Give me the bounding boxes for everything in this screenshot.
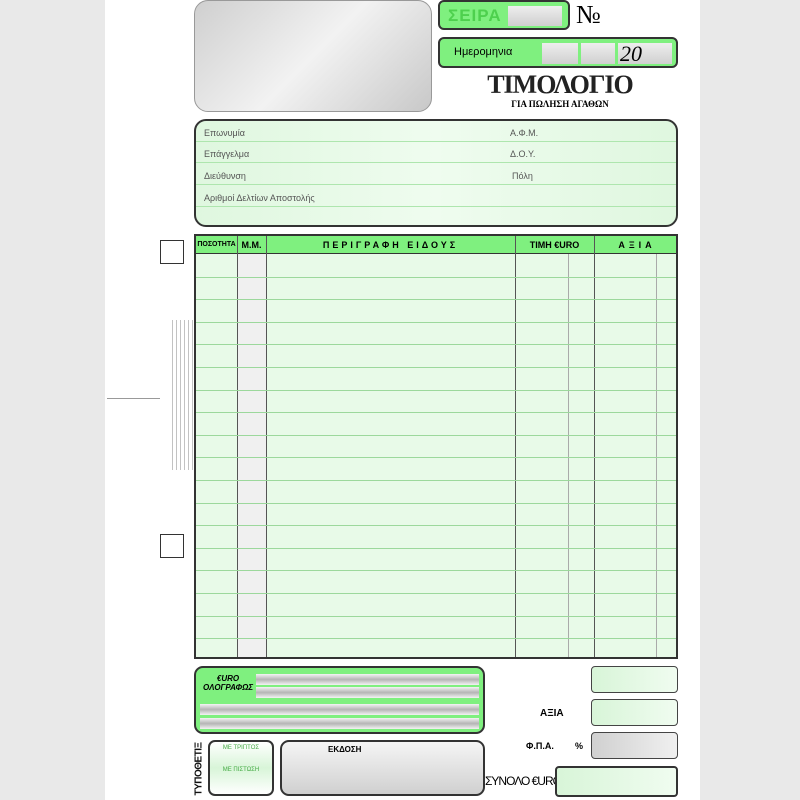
city-label: Πόλη (512, 171, 533, 181)
table-row-line (196, 434, 676, 436)
total-label: ΣΥΝΟΛΟ €URO (485, 774, 562, 788)
vat-label: Α.Φ.Μ. (510, 128, 539, 138)
table-row-line (196, 299, 676, 301)
value-field[interactable] (591, 699, 678, 726)
checkbox-top[interactable] (160, 240, 184, 264)
table-row-line (196, 412, 676, 414)
table-row-line (196, 570, 676, 572)
col-price: ΤΙΜΗ €URO (529, 240, 580, 250)
issue-label: ΕΚΔΟΣΗ (328, 745, 362, 754)
side-print-text (172, 320, 194, 470)
tax-office-label: Δ.Ο.Υ. (510, 149, 536, 159)
payment-cash-label: ΜΕ ΤΡΙΠΤΟΣ (222, 745, 260, 751)
euro-label: €URO (216, 674, 240, 683)
col-description: ΠΕΡΙΓΡΑΦΗ ΕΙΔΟΥΣ (322, 240, 459, 250)
year-prefix: 20 (620, 41, 642, 66)
col-unit: Μ.Μ. (241, 240, 262, 250)
payment-type-box[interactable]: ΜΕ ΤΡΙΠΤΟΣ ΜΕ ΠΙΣΤΩΣΗ (208, 740, 274, 796)
fold-line (107, 398, 160, 399)
table-row-line (196, 344, 676, 346)
col-quantity: ΠΟΣΟΤΗΤΑ (197, 241, 236, 248)
vat-percent-label: % (575, 741, 584, 751)
in-words-label: ΟΛΟΓΡΑΦΩΣ (202, 683, 254, 692)
printer-logo: ΤΥΠΟΘΕΤΙΞ (192, 740, 206, 798)
number-label: № (576, 0, 601, 29)
table-row-line (196, 547, 676, 549)
date-label: Ημερομηνια (454, 46, 513, 58)
table-row-line (196, 525, 676, 527)
table-row-line (196, 502, 676, 504)
delivery-notes-label: Αριθμοί Δελτίων Αποστολής (204, 193, 315, 203)
table-row-line (196, 367, 676, 368)
address-label: Διεύθυνση (204, 171, 246, 181)
table-row-line (196, 638, 676, 640)
issue-box[interactable]: ΕΚΔΟΣΗ (280, 740, 485, 796)
name-label: Επωνυμία (204, 128, 245, 138)
items-table: ΠΟΣΟΤΗΤΑ Μ.Μ. ΠΕΡΙΓΡΑΦΗ ΕΙΔΟΥΣ ΤΙΜΗ €URO… (194, 234, 678, 659)
vat-label-footer: Φ.Π.Α. (526, 741, 554, 751)
subtotal-field[interactable] (591, 666, 678, 693)
payment-credit-label: ΜΕ ΠΙΣΤΩΣΗ (222, 767, 260, 773)
table-row-line (196, 615, 676, 617)
table-row-line (196, 457, 676, 459)
amount-in-words-field[interactable]: €URO ΟΛΟΓΡΑΦΩΣ (194, 666, 485, 734)
page-title: ΤΙΜΟΛΟΓΙΟ (487, 70, 634, 99)
table-header: ΠΟΣΟΤΗΤΑ Μ.Μ. ΠΕΡΙΓΡΑΦΗ ΕΙΔΟΥΣ ΤΙΜΗ €URO… (196, 236, 676, 254)
printer-name: ΤΥΠΟΘΕΤΙΞ (193, 742, 205, 796)
series-label: ΣΕΙΡΑ (448, 6, 502, 25)
table-row-line (196, 593, 676, 594)
table-row-line (196, 321, 676, 323)
table-row-line (196, 480, 676, 481)
value-label: ΑΞΙΑ (540, 708, 564, 719)
series-field[interactable]: ΣΕΙΡΑ (438, 0, 570, 30)
page-subtitle: ΓΙΑ ΠΩΛΗΣΗ ΑΓΑΘΩΝ (511, 99, 609, 109)
vat-field[interactable] (591, 732, 678, 759)
table-row-line (196, 276, 676, 278)
profession-label: Επάγγελμα (204, 149, 250, 159)
logo-area (194, 0, 432, 112)
customer-section: Επωνυμία Α.Φ.Μ. Επάγγελμα Δ.Ο.Υ. Διεύθυνση… (194, 119, 678, 227)
total-field[interactable] (555, 766, 678, 797)
checkbox-bottom[interactable] (160, 534, 184, 558)
col-value: ΑΞΙΑ (618, 240, 656, 250)
date-field[interactable]: Ημερομηνια 20 (438, 37, 678, 68)
table-row-line (196, 389, 676, 391)
